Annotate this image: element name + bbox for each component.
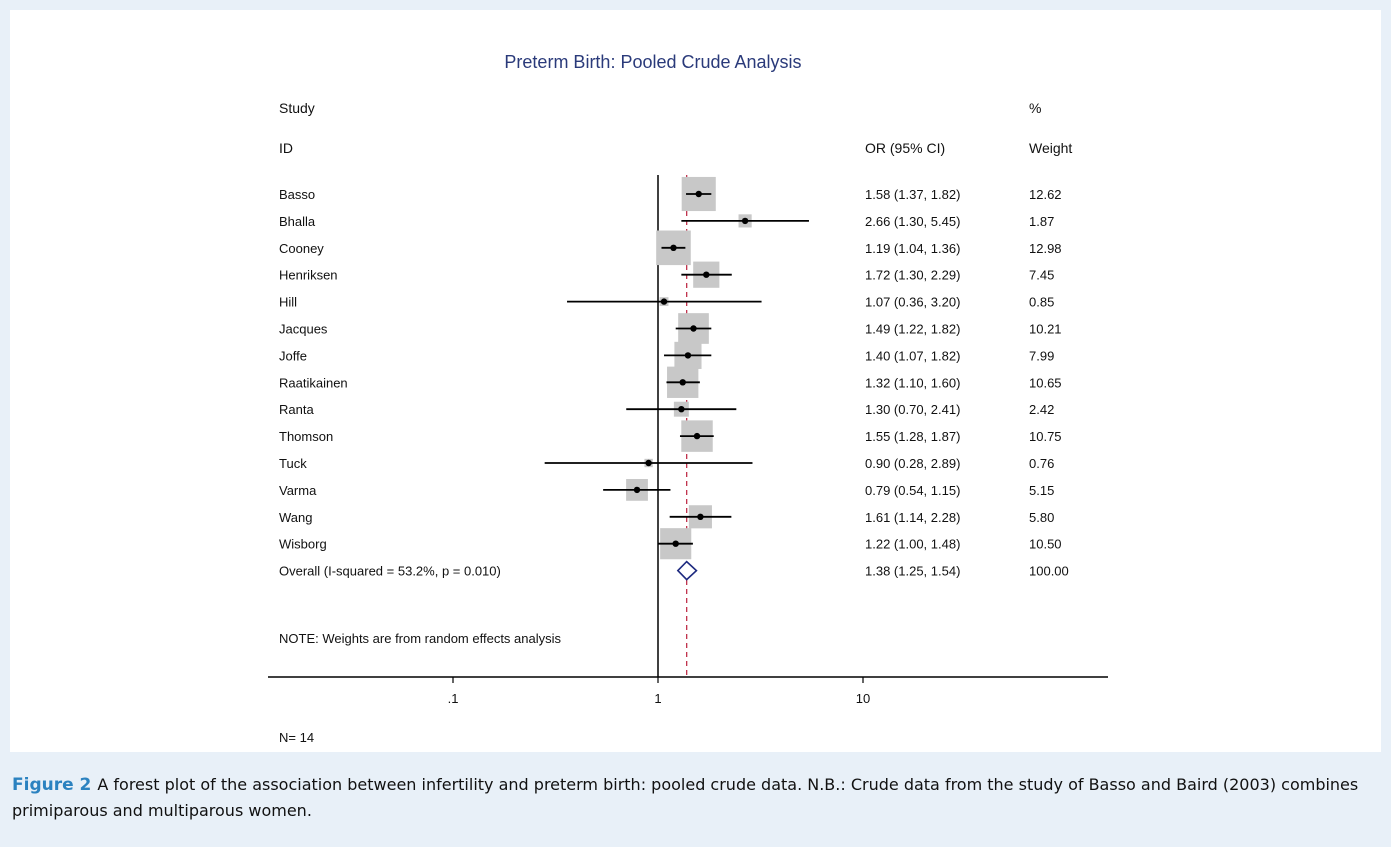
- study-name: Ranta: [279, 402, 314, 417]
- study-name: Thomson: [279, 429, 333, 444]
- study-name: Raatikainen: [279, 375, 348, 390]
- or-ci-label: 1.49 (1.22, 1.82): [865, 322, 960, 337]
- weight-label: 0.76: [1029, 456, 1054, 471]
- forest-plot: Preterm Birth: Pooled Crude Analysis Stu…: [268, 52, 1108, 745]
- study-name: Basso: [279, 187, 315, 202]
- point-estimate: [697, 513, 704, 520]
- weight-label: 0.85: [1029, 295, 1054, 310]
- or-ci-label: 1.61 (1.14, 2.28): [865, 510, 960, 525]
- header-study: Study: [279, 100, 315, 116]
- study-name: Joffe: [279, 348, 307, 363]
- or-ci-label: 1.40 (1.07, 1.82): [865, 348, 960, 363]
- point-estimate: [645, 459, 652, 467]
- weight-label: 10.21: [1029, 322, 1062, 337]
- point-estimate: [679, 379, 686, 386]
- point-estimate: [684, 352, 692, 359]
- header-id: ID: [279, 140, 293, 156]
- weight-label: 7.45: [1029, 268, 1054, 283]
- study-rows: Basso 1.58 (1.37, 1.82) 12.62 Bhalla 2.66 (1…: [279, 175, 1069, 677]
- study-name: Wang: [279, 510, 312, 525]
- header-weight: Weight: [1029, 140, 1072, 156]
- chart-title: Preterm Birth: Pooled Crude Analysis: [504, 52, 801, 72]
- study-name: Jacques: [279, 322, 328, 337]
- point-estimate: [741, 217, 749, 225]
- study-name: Tuck: [279, 456, 307, 471]
- overall-label: Overall (I-squared = 53.2%, p = 0.010): [279, 564, 501, 579]
- or-ci-label: 1.07 (0.36, 3.20): [865, 295, 960, 310]
- point-estimate: [695, 190, 702, 198]
- or-ci-label: 1.32 (1.10, 1.60): [865, 375, 960, 390]
- point-estimate: [670, 244, 677, 251]
- study-name: Bhalla: [279, 214, 316, 229]
- overall-or-ci: 1.38 (1.25, 1.54): [865, 564, 960, 579]
- study-name: Wisborg: [279, 537, 327, 552]
- weight-label: 10.50: [1029, 537, 1062, 552]
- or-ci-label: 1.58 (1.37, 1.82): [865, 187, 960, 202]
- weight-label: 7.99: [1029, 348, 1054, 363]
- weight-label: 10.75: [1029, 429, 1062, 444]
- weight-label: 5.80: [1029, 510, 1054, 525]
- weight-label: 10.65: [1029, 375, 1062, 390]
- point-estimate: [703, 271, 710, 278]
- point-estimate: [660, 298, 668, 305]
- header-or-ci: OR (95% CI): [865, 140, 945, 156]
- or-ci-label: 1.55 (1.28, 1.87): [865, 429, 960, 444]
- or-ci-label: 1.22 (1.00, 1.48): [865, 537, 960, 552]
- n-label: N= 14: [279, 730, 314, 745]
- or-ci-label: 0.79 (0.54, 1.15): [865, 483, 960, 498]
- weight-label: 12.98: [1029, 241, 1062, 256]
- weight-label: 12.62: [1029, 187, 1062, 202]
- point-estimate: [678, 406, 685, 413]
- x-tick-label: 10: [856, 691, 870, 706]
- study-name: Varma: [279, 483, 317, 498]
- point-estimate: [633, 486, 641, 494]
- weight-label: 2.42: [1029, 402, 1054, 417]
- x-tick-label: .1: [448, 691, 459, 706]
- point-estimate: [672, 540, 679, 547]
- weight-label: 5.15: [1029, 483, 1054, 498]
- x-axis: .1 1 10: [268, 676, 1108, 706]
- x-tick-label: 1: [654, 691, 661, 706]
- weight-label: 1.87: [1029, 214, 1054, 229]
- study-name: Henriksen: [279, 268, 338, 283]
- overall-weight: 100.00: [1029, 564, 1069, 579]
- or-ci-label: 2.66 (1.30, 5.45): [865, 214, 960, 229]
- study-name: Hill: [279, 295, 297, 310]
- or-ci-label: 1.72 (1.30, 2.29): [865, 268, 960, 283]
- note-text: NOTE: Weights are from random effects an…: [279, 631, 562, 646]
- figure-panel: Preterm Birth: Pooled Crude Analysis Stu…: [10, 10, 1381, 752]
- figure-label: Figure 2: [12, 775, 92, 795]
- caption-text: A forest plot of the association between…: [12, 775, 1359, 820]
- point-estimate: [690, 325, 697, 332]
- or-ci-label: 0.90 (0.28, 2.89): [865, 456, 960, 471]
- study-name: Cooney: [279, 241, 324, 256]
- header-weight-percent: %: [1029, 100, 1041, 116]
- overall-diamond: [676, 560, 698, 581]
- point-estimate: [693, 432, 701, 440]
- or-ci-label: 1.30 (0.70, 2.41): [865, 402, 960, 417]
- or-ci-label: 1.19 (1.04, 1.36): [865, 241, 960, 256]
